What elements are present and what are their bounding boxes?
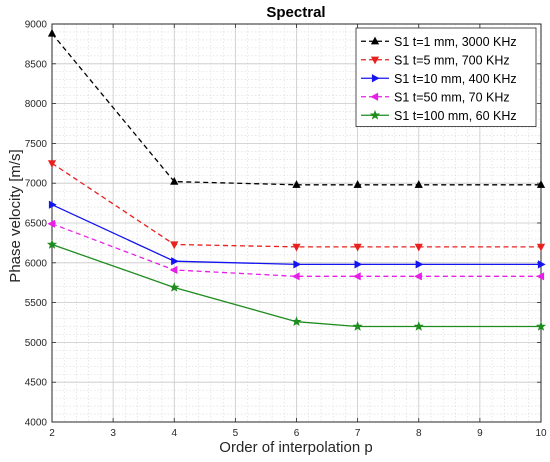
legend-marker (369, 109, 381, 120)
data-point (291, 316, 302, 327)
data-point (293, 260, 302, 269)
y-tick-label: 8000 (25, 99, 48, 110)
data-point (413, 321, 424, 331)
data-point (414, 272, 422, 281)
legend-entry: S1 t=100 mm, 60 KHz (361, 109, 517, 123)
data-point (352, 321, 363, 331)
data-point (170, 241, 179, 250)
legend-box (355, 27, 537, 127)
x-tick-label: 7 (355, 428, 361, 439)
data-point (414, 180, 423, 188)
series-4 (47, 219, 545, 281)
data-point (535, 321, 547, 331)
data-point (292, 243, 301, 252)
series-3 (48, 200, 546, 269)
data-point (536, 272, 545, 281)
x-axis-title: Order of interpolation p (219, 439, 372, 456)
x-tick-label: 3 (110, 428, 116, 439)
legend-marker (370, 92, 379, 101)
data-point (47, 28, 57, 37)
series-line (51, 243, 541, 328)
series-line (51, 204, 541, 266)
y-tick-label: 5000 (25, 338, 48, 349)
legend-label: S1 t=5 mm, 700 KHz (394, 53, 510, 67)
data-point (352, 272, 361, 281)
legend-marker (370, 56, 380, 65)
data-point (537, 260, 546, 269)
x-tick-label: 9 (477, 428, 483, 439)
data-point (169, 265, 178, 275)
y-tick-label: 5500 (25, 298, 48, 309)
data-point (291, 272, 300, 281)
legend-marker (371, 74, 380, 83)
data-point (46, 239, 58, 249)
legend-entry: S1 t=50 mm, 70 KHz (361, 90, 510, 104)
y-tick-label: 7000 (25, 179, 48, 190)
legend: S1 t=1 mm, 3000 KHz S1 t=5 mm, 700 KHz S1 … (355, 27, 537, 127)
series-2 (47, 160, 546, 252)
x-tick-label: 4 (171, 428, 177, 439)
y-tick-label: 8500 (25, 59, 48, 70)
y-axis-title: Phase velocity [m/s] (7, 149, 24, 282)
x-tick-label: 5 (233, 428, 239, 439)
legend-entry: S1 t=5 mm, 700 KHz (361, 53, 510, 67)
data-point (171, 257, 179, 266)
legend-label: S1 t=10 mm, 400 KHz (394, 72, 517, 86)
y-tick-label: 7500 (25, 139, 48, 150)
data-point (414, 243, 423, 252)
series-5 (46, 239, 547, 331)
x-tick-label: 2 (49, 428, 55, 439)
chart-title: Spectral (266, 4, 325, 21)
series-layer (46, 28, 547, 331)
legend-marker (370, 36, 380, 45)
data-point (353, 243, 362, 252)
x-tick-label: 8 (416, 428, 422, 439)
y-tick-label: 4000 (25, 418, 48, 429)
y-tick-label: 6000 (25, 258, 48, 269)
data-point (47, 219, 56, 228)
legend-label: S1 t=100 mm, 60 KHz (394, 109, 517, 123)
data-point (353, 180, 362, 188)
data-point (169, 282, 180, 292)
x-tick-label: 6 (294, 428, 300, 439)
legend-label: S1 t=50 mm, 70 KHz (394, 90, 510, 104)
y-tick-label: 6500 (25, 219, 48, 230)
legend-entry: S1 t=1 mm, 3000 KHz (361, 35, 517, 49)
data-point (354, 260, 363, 269)
legend-entry: S1 t=10 mm, 400 KHz (361, 72, 517, 86)
series-1 (47, 28, 546, 188)
series-line (51, 33, 541, 186)
series-line (51, 162, 541, 248)
y-tick-label: 4500 (25, 378, 48, 389)
legend-label: S1 t=1 mm, 3000 KHz (394, 35, 517, 49)
y-tick-label: 9000 (25, 20, 48, 31)
data-point (170, 176, 179, 185)
x-tick-label: 10 (535, 428, 547, 439)
axes: 2 3 4 5 6 7 8 9 10 4000 4500 5000 5500 6000 6500 7000 75… (25, 20, 547, 440)
data-point (415, 260, 424, 269)
data-point (48, 200, 57, 209)
data-point (536, 180, 546, 188)
data-point (536, 243, 546, 252)
series-line (51, 223, 541, 277)
data-point (47, 160, 57, 168)
data-point (292, 180, 301, 188)
